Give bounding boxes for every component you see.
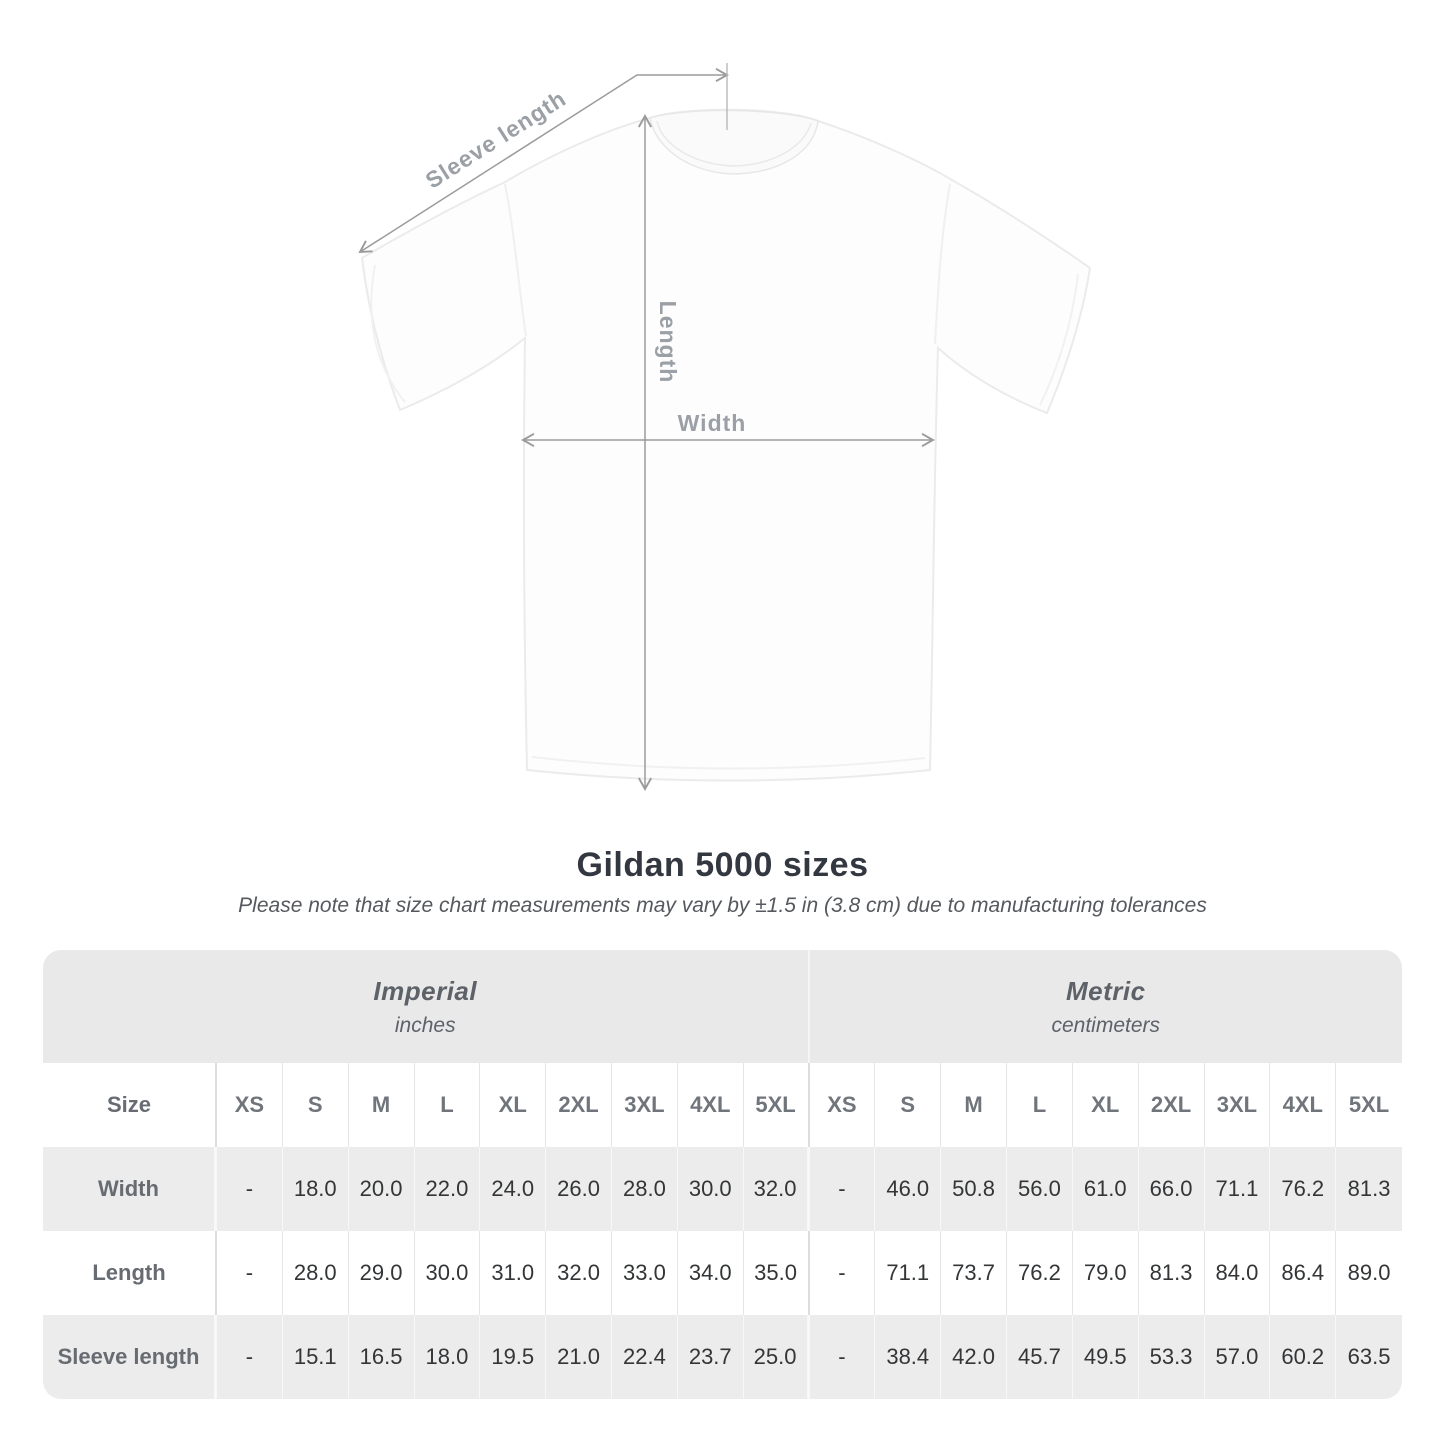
width-imperial-2xl: 26.0 <box>546 1147 612 1231</box>
size-column-header: Size <box>43 1063 217 1147</box>
size-table: Imperial inches Metric centimeters Size … <box>43 950 1402 1399</box>
row-label-length: Length <box>43 1231 217 1315</box>
sleeve-metric-s: 38.4 <box>875 1315 942 1399</box>
width-imperial-m: 20.0 <box>348 1147 415 1231</box>
width-metric-3xl: 71.1 <box>1204 1147 1271 1231</box>
size-header-imperial-3xl: 3XL <box>612 1063 678 1147</box>
width-imperial-3xl: 28.0 <box>612 1147 678 1231</box>
metric-unit: centimeters <box>1051 1013 1161 1037</box>
page-title: Gildan 5000 sizes <box>576 846 869 884</box>
length-metric-xs: - <box>809 1231 876 1315</box>
width-imperial-xl: 24.0 <box>480 1147 547 1231</box>
row-label-width: Width <box>43 1147 217 1231</box>
sleeve-metric-5xl: 63.5 <box>1336 1315 1402 1399</box>
sleeve-metric-xl: 49.5 <box>1072 1315 1139 1399</box>
imperial-title: Imperial <box>373 975 478 1006</box>
sleeve-length-arrow <box>358 67 729 254</box>
imperial-section-header: Imperial inches <box>43 950 810 1063</box>
width-metric-2xl: 66.0 <box>1138 1147 1205 1231</box>
size-header-metric-m: M <box>941 1063 1007 1147</box>
sleeve-metric-3xl: 57.0 <box>1204 1315 1271 1399</box>
length-metric-l: 76.2 <box>1007 1231 1073 1315</box>
length-metric-m: 73.7 <box>941 1231 1007 1315</box>
size-header-metric-2xl: 2XL <box>1138 1063 1205 1147</box>
right-sleeve-hem <box>1039 273 1079 406</box>
width-imperial-s: 18.0 <box>282 1147 349 1231</box>
tolerance-note: Please note that size chart measurements… <box>238 894 1207 917</box>
metric-section-header: Metric centimeters <box>809 950 1402 1063</box>
sleeve-imperial-5xl: 25.0 <box>743 1315 810 1399</box>
size-header-imperial-4xl: 4XL <box>677 1063 744 1147</box>
size-header-imperial-m: M <box>348 1063 415 1147</box>
length-imperial-4xl: 34.0 <box>677 1231 744 1315</box>
sleeve-imperial-3xl: 22.4 <box>612 1315 678 1399</box>
width-metric-s: 46.0 <box>875 1147 942 1231</box>
length-metric-4xl: 86.4 <box>1270 1231 1337 1315</box>
sleeve-imperial-s: 15.1 <box>282 1315 349 1399</box>
size-header-imperial-xl: XL <box>480 1063 547 1147</box>
sleeve-imperial-xs: - <box>217 1315 283 1399</box>
width-metric-4xl: 76.2 <box>1270 1147 1337 1231</box>
size-header-metric-xl: XL <box>1072 1063 1139 1147</box>
length-imperial-s: 28.0 <box>282 1231 349 1315</box>
size-header-metric-l: L <box>1007 1063 1073 1147</box>
sleeve-metric-xs: - <box>809 1315 876 1399</box>
width-imperial-l: 22.0 <box>414 1147 481 1231</box>
length-imperial-xl: 31.0 <box>480 1231 547 1315</box>
size-header-imperial-l: L <box>414 1063 481 1147</box>
length-imperial-xs: - <box>217 1231 283 1315</box>
sleeve-imperial-m: 16.5 <box>348 1315 415 1399</box>
left-sleeve-hem <box>370 264 406 403</box>
sleeve-imperial-xl: 19.5 <box>480 1315 547 1399</box>
width-label: Width <box>678 410 747 436</box>
length-imperial-5xl: 35.0 <box>743 1231 810 1315</box>
row-label-sleeve-length: Sleeve length <box>43 1315 217 1399</box>
length-metric-5xl: 89.0 <box>1336 1231 1402 1315</box>
size-header-metric-3xl: 3XL <box>1204 1063 1271 1147</box>
sleeve-metric-l: 45.7 <box>1007 1315 1073 1399</box>
length-metric-2xl: 81.3 <box>1138 1231 1205 1315</box>
length-imperial-l: 30.0 <box>414 1231 481 1315</box>
tshirt-shape <box>360 108 1092 782</box>
size-header-imperial-xs: XS <box>217 1063 283 1147</box>
size-header-metric-5xl: 5XL <box>1336 1063 1402 1147</box>
width-metric-l: 56.0 <box>1007 1147 1073 1231</box>
width-metric-m: 50.8 <box>941 1147 1007 1231</box>
size-header-imperial-2xl: 2XL <box>546 1063 612 1147</box>
width-imperial-5xl: 32.0 <box>743 1147 810 1231</box>
size-header-metric-xs: XS <box>809 1063 876 1147</box>
length-imperial-3xl: 33.0 <box>612 1231 678 1315</box>
width-metric-5xl: 81.3 <box>1336 1147 1402 1231</box>
size-header-imperial-5xl: 5XL <box>743 1063 810 1147</box>
right-sleeve-seam <box>934 183 951 345</box>
length-label: Length <box>655 301 681 384</box>
sleeve-metric-2xl: 53.3 <box>1138 1315 1205 1399</box>
size-header-metric-s: S <box>875 1063 942 1147</box>
width-imperial-4xl: 30.0 <box>677 1147 744 1231</box>
imperial-unit: inches <box>394 1013 456 1037</box>
tshirt-measurement-diagram: Sleeve length Length Width <box>358 63 1092 791</box>
width-metric-xl: 61.0 <box>1072 1147 1139 1231</box>
length-metric-xl: 79.0 <box>1072 1231 1139 1315</box>
length-imperial-2xl: 32.0 <box>546 1231 612 1315</box>
width-imperial-xs: - <box>217 1147 283 1231</box>
sleeve-metric-m: 42.0 <box>941 1315 1007 1399</box>
hem-stitch <box>531 756 926 770</box>
sleeve-imperial-l: 18.0 <box>414 1315 481 1399</box>
length-imperial-m: 29.0 <box>348 1231 415 1315</box>
metric-title: Metric <box>1065 975 1146 1006</box>
width-metric-xs: - <box>809 1147 876 1231</box>
size-header-metric-4xl: 4XL <box>1270 1063 1337 1147</box>
length-metric-s: 71.1 <box>875 1231 942 1315</box>
sleeve-imperial-2xl: 21.0 <box>546 1315 612 1399</box>
size-header-imperial-s: S <box>282 1063 349 1147</box>
sleeve-metric-4xl: 60.2 <box>1270 1315 1337 1399</box>
length-metric-3xl: 84.0 <box>1204 1231 1271 1315</box>
sleeve-imperial-4xl: 23.7 <box>677 1315 744 1399</box>
